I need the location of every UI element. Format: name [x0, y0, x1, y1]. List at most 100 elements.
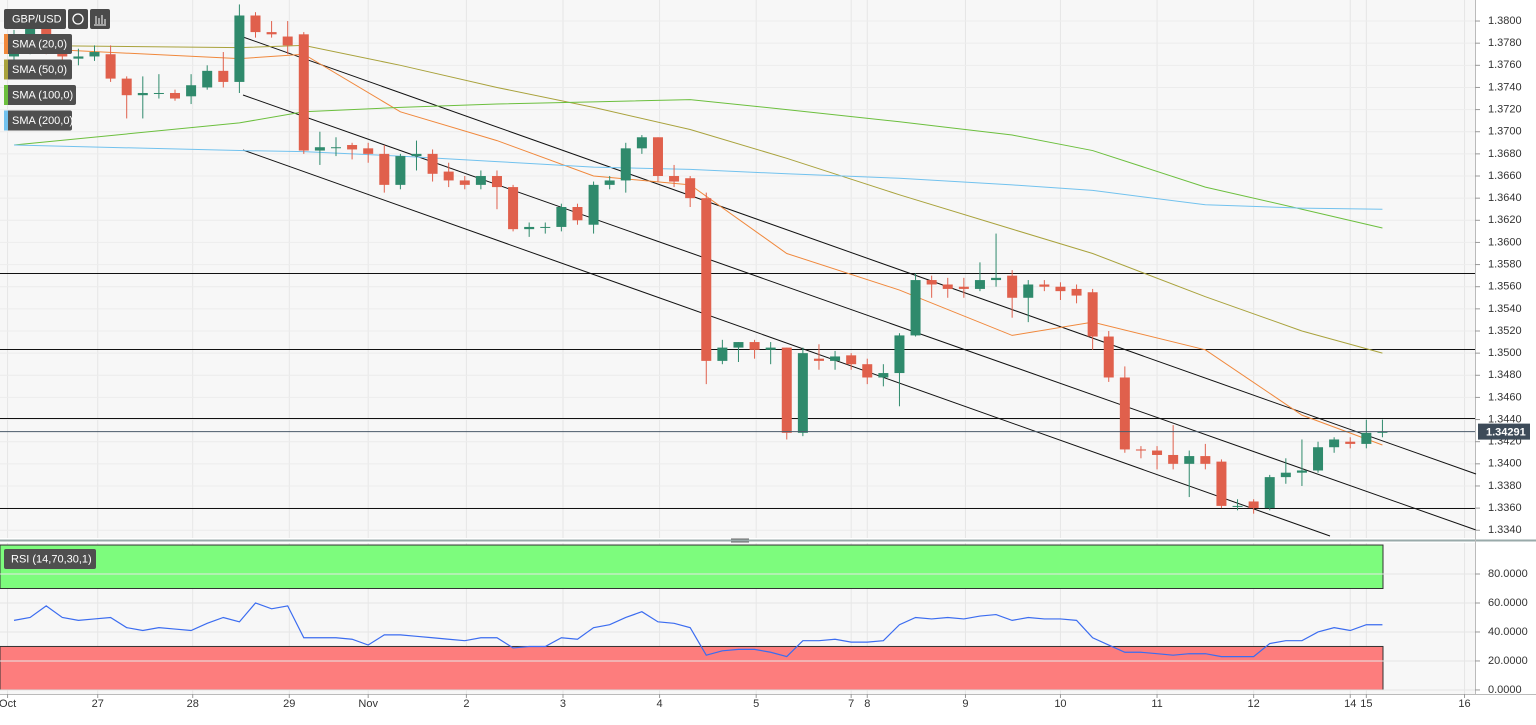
candle-body — [443, 171, 454, 181]
candle-body — [636, 137, 647, 149]
candle-body — [765, 347, 776, 350]
y-tick-label: 1.3740 — [1488, 81, 1522, 93]
candle-body — [1329, 439, 1340, 448]
candle-body — [121, 78, 132, 96]
candle-body — [1377, 431, 1388, 433]
y-tick-label: 1.3440 — [1488, 413, 1522, 425]
candle-body — [1361, 432, 1372, 444]
rsi-line — [13, 602, 1383, 658]
candle-body — [572, 207, 583, 221]
candle-body — [234, 15, 245, 82]
candle-body — [475, 176, 486, 185]
legend-swatch — [4, 110, 8, 131]
x-tick-label: 14 — [1344, 698, 1356, 710]
legend-label: RSI (14,70,30,1) — [11, 553, 92, 565]
candle-body — [1119, 377, 1130, 450]
candle-body — [282, 36, 293, 46]
candle-body — [218, 70, 229, 82]
channel-line — [242, 36, 1477, 475]
refresh-button — [68, 9, 88, 29]
x-tick-label: 11 — [1151, 698, 1162, 710]
candle-body — [942, 284, 953, 289]
candle-body — [974, 280, 985, 289]
y-tick-label: 1.3520 — [1488, 325, 1522, 337]
candle-body — [347, 145, 358, 150]
last-price-label: 1.34291 — [1486, 427, 1526, 439]
x-tick-label: 12 — [1248, 698, 1260, 710]
sma-line — [13, 47, 1383, 446]
candle-body — [363, 148, 374, 154]
candle-body — [1200, 456, 1211, 464]
y-tick-label: 1.3340 — [1488, 524, 1522, 536]
y-tick-label: 1.3640 — [1488, 192, 1522, 204]
y-tick-label: 1.3680 — [1488, 148, 1522, 160]
candle-body — [1345, 441, 1356, 444]
y-tick-label: 1.3560 — [1488, 281, 1522, 293]
y-tick-label: 80.0000 — [1488, 568, 1528, 580]
legend-label: SMA (200,0) — [12, 115, 73, 127]
candle-body — [105, 54, 116, 79]
x-tick-label: 15 — [1360, 698, 1372, 710]
candle-body — [813, 358, 824, 361]
legend-swatch — [4, 85, 8, 105]
settings-button — [90, 9, 110, 29]
rsi-zone — [0, 645, 1384, 691]
legend-box — [4, 59, 72, 80]
legend: GBP/USD SMA (20,0) SMA (50,0) SMA (100,0) SM… — [4, 9, 110, 569]
x-tick-label: 5 — [753, 698, 759, 710]
candle-body — [1087, 292, 1098, 337]
candle-body — [169, 92, 180, 99]
legend-box — [4, 85, 76, 105]
candle-body — [1216, 461, 1227, 506]
y-tick-label: 1.3780 — [1488, 37, 1522, 49]
y-tick-label: 1.3460 — [1488, 391, 1522, 403]
x-tick-label: Nov — [358, 698, 378, 710]
candle-body — [604, 180, 615, 185]
y-tick-label: 1.3580 — [1488, 258, 1522, 270]
candle-body — [153, 92, 164, 94]
candle-body — [733, 342, 744, 348]
candle-body — [524, 226, 535, 230]
candle-body — [395, 156, 406, 185]
sma-line — [13, 99, 1383, 229]
legend-swatch — [4, 34, 8, 54]
candle-body — [685, 178, 696, 199]
y-tick-label: 1.3360 — [1488, 502, 1522, 514]
x-tick-label: 16 — [1458, 698, 1470, 710]
x-tick-label: 28 — [187, 698, 199, 710]
candle-body — [137, 92, 148, 96]
candle-body — [314, 147, 325, 151]
candle-body — [298, 34, 309, 151]
y-tick-label: 1.3400 — [1488, 458, 1522, 470]
candle-body — [491, 176, 502, 188]
candle-body — [1248, 501, 1259, 509]
settings-icon — [94, 15, 106, 26]
candle-body — [89, 52, 100, 57]
candle-body — [202, 70, 213, 88]
legend-swatch — [4, 59, 8, 80]
y-tick-label: 1.3620 — [1488, 214, 1522, 226]
y-tick-label: 1.3500 — [1488, 347, 1522, 359]
candle-body — [1135, 449, 1146, 451]
candle-body — [1152, 450, 1163, 455]
candle-body — [717, 347, 728, 361]
legend-box — [4, 110, 72, 131]
candle-body — [1232, 505, 1243, 507]
candle-body — [878, 373, 889, 378]
x-tick-label: 3 — [560, 698, 566, 710]
y-tick-label: 1.3380 — [1488, 480, 1522, 492]
candle-body — [669, 176, 680, 182]
candle-body — [1296, 470, 1307, 473]
channel-line — [242, 149, 1331, 537]
y-tick-label: 1.3720 — [1488, 103, 1522, 115]
candle-body — [620, 148, 631, 181]
symbol-label: GBP/USD — [12, 13, 62, 25]
candle-body — [1168, 454, 1179, 464]
y-tick-label: 1.3480 — [1488, 369, 1522, 381]
y-tick-label: 1.3600 — [1488, 236, 1522, 248]
y-tick-label: 1.3660 — [1488, 170, 1522, 182]
candle-body — [1264, 477, 1275, 509]
candle-body — [1039, 284, 1050, 287]
legend-label: SMA (50,0) — [12, 64, 67, 76]
